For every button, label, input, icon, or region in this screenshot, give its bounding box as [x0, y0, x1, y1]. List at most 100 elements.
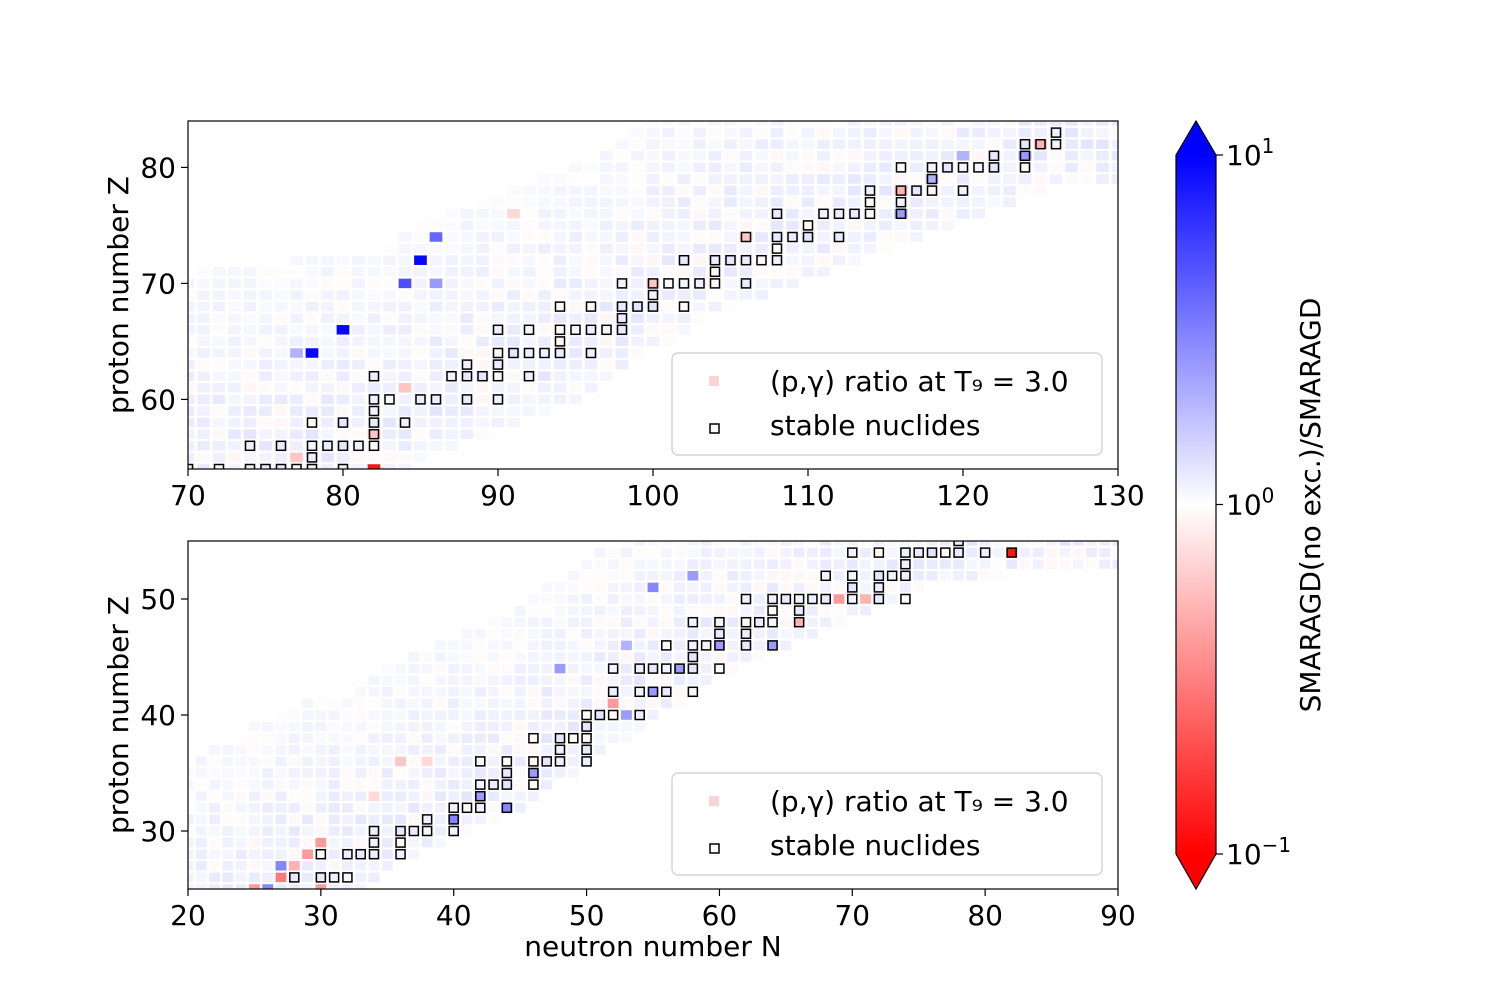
ratio-cell [228, 301, 241, 312]
x-tick-label: 80 [325, 479, 361, 512]
ratio-cell [662, 127, 675, 138]
ratio-cell [321, 371, 334, 381]
ratio-cell [275, 849, 287, 859]
stable-nuclide-marker [475, 779, 486, 790]
ratio-cell [817, 121, 830, 126]
ratio-cell [1034, 121, 1047, 126]
ratio-cell [674, 582, 686, 593]
ratio-cell [993, 525, 1004, 535]
ratio-cell [262, 826, 274, 836]
ratio-cell [398, 232, 412, 242]
ratio-cell [631, 348, 644, 358]
ratio-cell [992, 559, 1004, 569]
ratio-cell [755, 267, 768, 277]
ratio-cell [554, 721, 566, 732]
ratio-cell [817, 185, 830, 196]
ratio-cell [848, 220, 861, 231]
ratio-cell [660, 594, 672, 604]
ratio-cell [677, 197, 691, 207]
ratio-cell [460, 278, 474, 289]
ratio-cell [429, 278, 443, 289]
ratio-cell [966, 559, 978, 569]
ratio-cell [615, 336, 629, 347]
ratio-cell [631, 197, 644, 207]
ratio-cell [398, 464, 412, 469]
ratio-cell [693, 151, 706, 161]
ratio-cell [1032, 559, 1044, 569]
ratio-cell [739, 121, 753, 126]
ratio-cell [1046, 547, 1058, 558]
ratio-cell [660, 541, 672, 546]
ratio-cell [1111, 151, 1118, 161]
ratio-cell [398, 394, 412, 405]
ratio-cell [395, 837, 407, 848]
stable-nuclide-marker [926, 173, 938, 185]
ratio-cell [674, 547, 686, 558]
ratio-cell [708, 197, 722, 207]
ratio-cell [398, 336, 412, 347]
ratio-cell [833, 547, 845, 558]
ratio-cell [328, 745, 340, 755]
ratio-cell [507, 348, 520, 358]
ratio-cell [687, 675, 699, 685]
ratio-cell [569, 301, 582, 312]
ratio-cell [248, 756, 260, 767]
bottom-stable-markers [289, 541, 1017, 883]
ratio-cell [315, 698, 327, 709]
ratio-cell [980, 525, 991, 535]
ratio-cell [367, 278, 381, 289]
ratio-cell [913, 541, 925, 546]
ratio-cell [615, 325, 629, 335]
ratio-cell [445, 301, 458, 312]
ratio-cell [336, 301, 350, 312]
ratio-cell [507, 394, 520, 405]
ratio-cell [832, 151, 846, 161]
stable-nuclide-marker [554, 301, 566, 312]
ratio-cell [957, 105, 970, 115]
ratio-cell [248, 721, 260, 732]
ratio-cell [647, 571, 659, 581]
ratio-cell [739, 162, 753, 173]
ratio-cell [925, 162, 939, 173]
ratio-cell [1085, 547, 1097, 558]
ratio-cell [693, 278, 706, 289]
ratio-cell [1072, 559, 1084, 569]
ratio-cell [677, 174, 691, 184]
ratio-cell [615, 185, 629, 196]
ratio-cell [648, 525, 659, 535]
ratio-cell [188, 383, 195, 393]
ratio-cell [460, 359, 474, 370]
ratio-cell [972, 151, 985, 161]
ratio-cell [863, 151, 877, 161]
ratio-cell [755, 278, 768, 289]
ratio-cell [662, 313, 675, 323]
stable-nuclide-marker [714, 663, 725, 674]
ratio-cell [806, 617, 818, 627]
ratio-cell [259, 313, 272, 323]
ratio-cell [1099, 559, 1111, 569]
ratio-cell [753, 541, 765, 546]
ratio-cell [894, 151, 908, 161]
ratio-cell [395, 814, 407, 825]
ratio-cell [879, 162, 892, 173]
ratio-cell [305, 255, 319, 265]
ratio-cell [290, 441, 303, 451]
ratio-cell [491, 290, 505, 300]
ratio-cell [195, 779, 207, 790]
ratio-cell [660, 559, 672, 569]
ratio-cell [634, 541, 646, 546]
stable-nuclide-marker [616, 278, 628, 289]
ratio-cell [315, 791, 327, 801]
ratio-cell [631, 185, 644, 196]
ratio-cell [476, 313, 489, 323]
stable-nuclide-marker [740, 628, 752, 640]
ratio-cell [833, 594, 845, 604]
ratio-cell [476, 278, 489, 289]
ratio-cell [235, 849, 247, 859]
ratio-cell [421, 837, 433, 848]
ratio-cell [607, 582, 619, 593]
ratio-cell [398, 301, 412, 312]
stable-nuclide-marker [585, 324, 597, 336]
ratio-cell [660, 652, 672, 662]
ratio-cell [848, 105, 861, 115]
